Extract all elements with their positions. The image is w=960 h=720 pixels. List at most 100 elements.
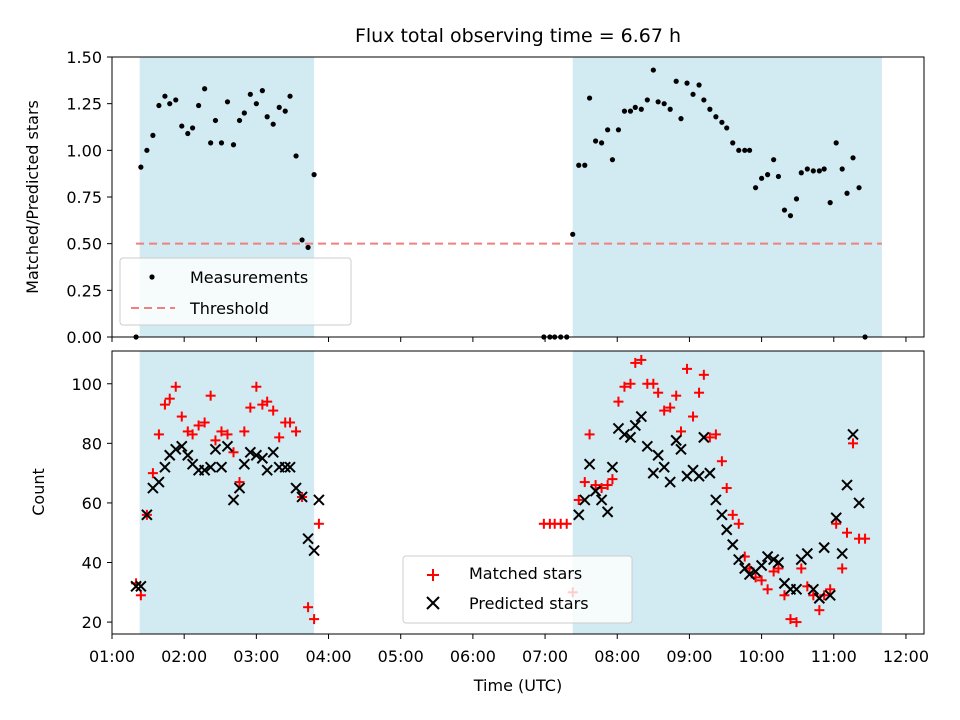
x-tick-label: 02:00 — [161, 647, 207, 666]
predicted-star-point — [159, 461, 171, 473]
measurement-point — [650, 67, 656, 73]
predicted-star-point — [221, 440, 234, 453]
measurement-point — [850, 155, 856, 161]
x-tick-label: 04:00 — [305, 647, 351, 666]
predicted-star-point — [733, 553, 745, 566]
matched-star-point — [176, 411, 187, 422]
predicted-star-point — [130, 580, 142, 593]
measurement-point — [765, 172, 771, 178]
matched-star-point — [779, 590, 790, 601]
predicted-star-point — [790, 583, 803, 596]
matched-star-point — [659, 405, 670, 416]
measurement-point — [311, 172, 317, 178]
matched-star-point — [698, 369, 709, 380]
measurement-point — [259, 88, 265, 94]
measurement-point — [833, 140, 839, 146]
measurement-point — [661, 101, 667, 107]
measurement-point — [810, 168, 816, 174]
measurement-point — [821, 166, 827, 172]
bottom-y-ticks: 20 40 60 80 100 — [71, 375, 112, 632]
measurement-point — [241, 110, 247, 116]
measurement-point — [299, 237, 305, 243]
top-y-tick-label: 0.00 — [66, 328, 102, 347]
predicted-star-point — [135, 580, 147, 593]
predicted-star-point — [721, 524, 733, 536]
measurement-point — [856, 185, 862, 191]
measurement-point — [621, 108, 628, 114]
matched-star-point — [303, 602, 314, 613]
matched-star-point — [584, 429, 595, 440]
measurement-point — [179, 123, 185, 129]
predicted-star-point — [198, 464, 211, 476]
predicted-star-point — [624, 431, 637, 444]
bottom-y-tick-label: 100 — [71, 375, 102, 394]
predicted-star-point — [743, 568, 756, 581]
matched-star-point — [205, 390, 216, 401]
matched-star-point — [147, 468, 158, 479]
measurement-point — [615, 127, 622, 133]
legend-predicted-label: Predicted stars — [469, 594, 589, 613]
measurement-point — [282, 108, 288, 114]
predicted-star-point — [635, 410, 648, 423]
predicted-star-point — [755, 559, 768, 572]
measurement-point — [798, 170, 804, 176]
matched-star-point — [733, 518, 744, 529]
predicted-star-point — [813, 592, 826, 604]
matched-star-point — [762, 584, 773, 595]
matched-star-point — [199, 417, 210, 428]
matched-star-point — [193, 420, 204, 431]
measurement-point — [655, 99, 661, 105]
matched-star-point — [159, 399, 170, 410]
predicted-star-point — [290, 482, 302, 494]
measurement-point — [609, 157, 616, 163]
matched-star-point — [164, 393, 175, 404]
matched-star-point — [210, 435, 221, 446]
predicted-star-point — [279, 461, 291, 473]
top-y-tick-label: 1.25 — [66, 95, 102, 114]
predicted-star-point — [182, 449, 194, 461]
predicted-star-point — [601, 506, 614, 518]
matched-star-point — [653, 387, 664, 398]
measurement-point — [690, 91, 696, 97]
matched-star-point — [671, 390, 682, 401]
measurement-point — [787, 213, 794, 219]
measurement-point — [839, 166, 845, 172]
legend-threshold-label: Threshold — [189, 299, 269, 318]
matched-star-point — [262, 396, 273, 407]
measurement-point — [781, 207, 788, 213]
measurement-point — [264, 114, 270, 120]
predicted-star-point — [238, 458, 251, 470]
legend-matched-label: Matched stars — [469, 564, 582, 583]
matched-star-point — [694, 387, 705, 398]
measurement-point — [208, 140, 214, 146]
measurement-point — [247, 91, 253, 97]
matched-star-point — [796, 563, 807, 574]
matched-star-point — [625, 378, 636, 389]
measurement-point — [576, 162, 582, 168]
chart-title: Flux total observing time = 6.67 h — [355, 25, 681, 47]
top-legend: Measurements Threshold — [119, 257, 352, 326]
legend-predicted-marker — [426, 596, 440, 610]
predicted-star-point — [629, 419, 641, 432]
predicted-star-point — [204, 461, 217, 473]
measurement-point — [804, 166, 810, 172]
predicted-star-point — [313, 494, 325, 506]
predicted-star-point — [170, 443, 182, 456]
x-tick-label: 11:00 — [811, 647, 857, 666]
matched-star-point — [837, 563, 848, 574]
matched-star-point — [716, 456, 727, 467]
measurement-point — [293, 153, 299, 159]
measurement-points — [133, 67, 868, 340]
bottom-axes-frame — [111, 350, 925, 635]
predicted-star-point — [647, 467, 660, 479]
x-tick-label: 05:00 — [378, 647, 424, 666]
top-y-ticks: 0.00 0.25 0.50 0.75 1.00 1.25 1.50 — [66, 48, 112, 347]
measurement-point — [218, 140, 225, 146]
matched-star-point — [291, 426, 302, 437]
predicted-star-point — [244, 446, 257, 458]
matched-star-point — [630, 357, 641, 368]
measurement-point — [730, 140, 736, 146]
matched-star-point — [819, 590, 830, 601]
matched-star-point — [561, 518, 572, 529]
